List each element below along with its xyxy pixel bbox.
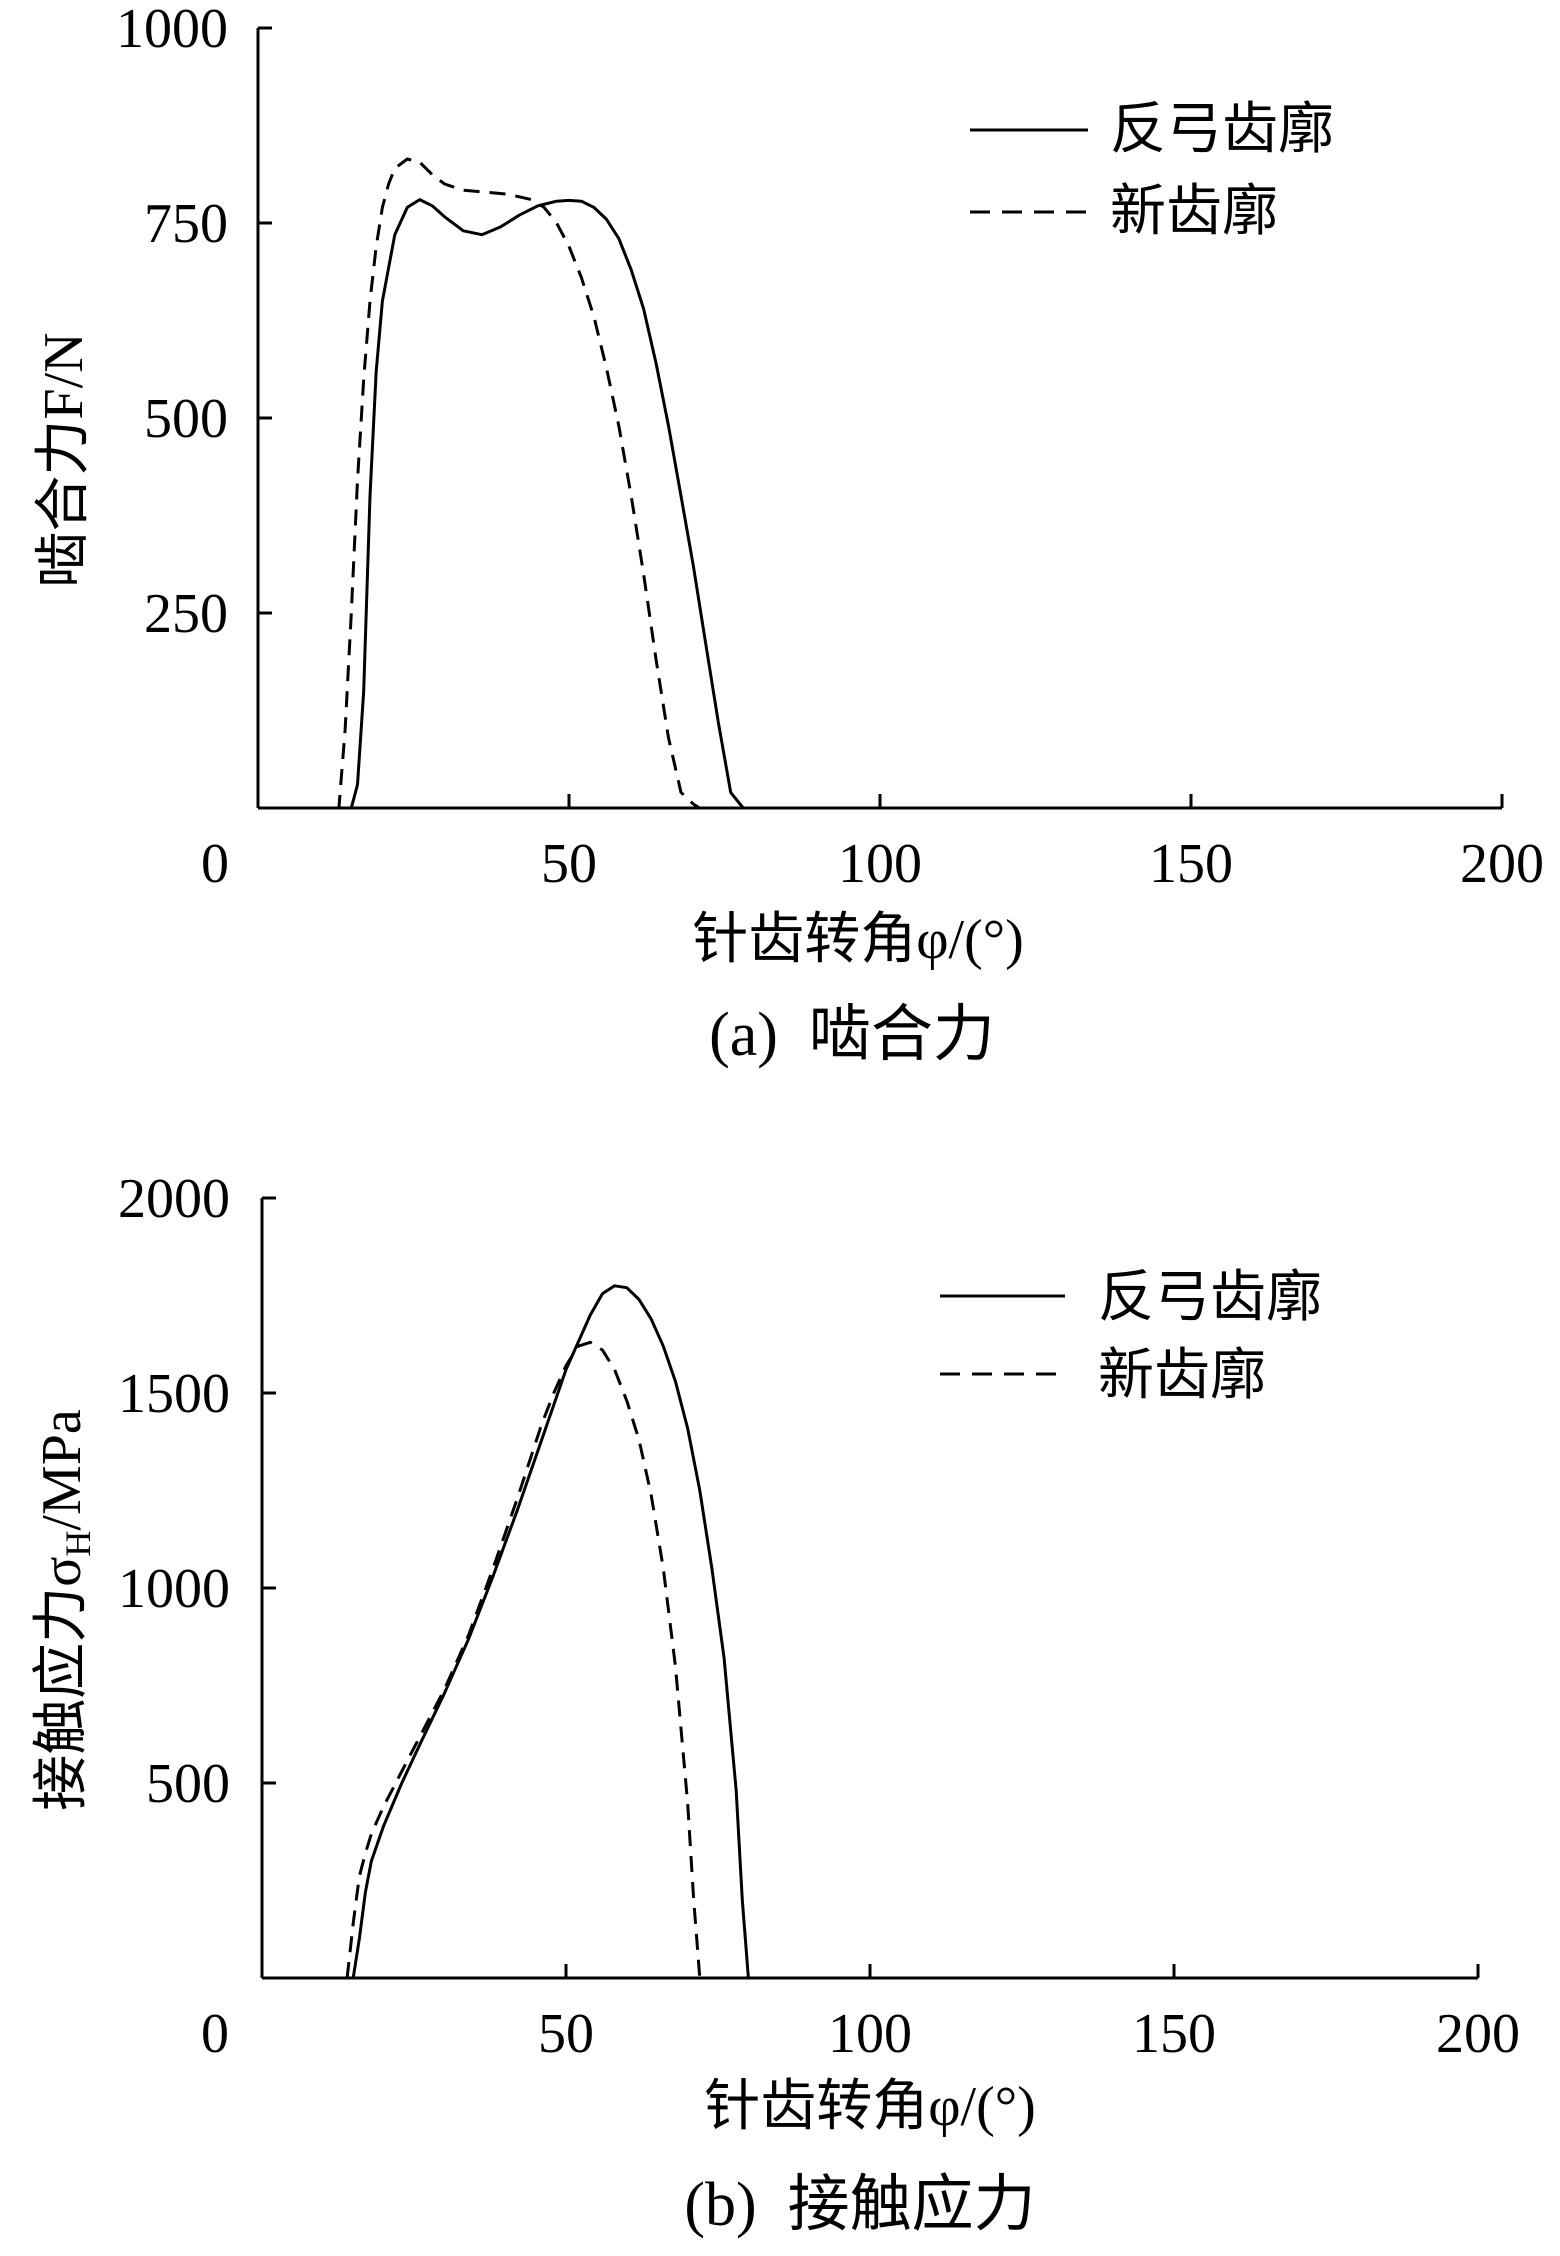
y-tick-label: 1000 (116, 0, 228, 60)
chart-meshing-force: 0 50 100 150 200 250 500 750 1000 反弓齿廓 新齿廓 针齿转角… (33, 0, 1544, 1069)
series-line-reverse-arc-profile (349, 198, 1378, 810)
y-tick-label: 1000 (118, 1558, 230, 1620)
legend-label-new-profile: 新齿廓 (1098, 1345, 1266, 1407)
x-ticks: 0 50 100 150 200 (201, 794, 1544, 895)
y-tick-label: 2000 (118, 1168, 230, 1230)
x-axis-label: 针齿转角φ/(°) (704, 2076, 1036, 2138)
y-tick-label: 500 (144, 388, 228, 450)
x-tick-label: 0 (201, 2003, 229, 2065)
x-tick-label: 200 (1460, 833, 1544, 895)
y-ticks: 250 500 750 1000 (116, 0, 272, 645)
x-tick-label: 200 (1436, 2003, 1520, 2065)
x-tick-label: 50 (541, 833, 597, 895)
chart-caption: (b) 接触应力 (684, 2171, 1035, 2239)
y-axis-label-unit: /MPa (31, 1409, 93, 1530)
x-tick-label: 100 (828, 2003, 912, 2065)
y-axis-label-subscript: H (58, 1531, 98, 1557)
x-tick-label: 150 (1132, 2003, 1216, 2065)
series-line-new-profile (345, 1340, 1357, 1980)
x-tick-label: 100 (838, 833, 922, 895)
series-lines (262, 1284, 1357, 1980)
y-tick-label: 750 (144, 193, 228, 255)
x-axis-label: 针齿转角φ/(°) (692, 909, 1024, 971)
x-tick-label: 50 (538, 2003, 594, 2065)
x-tick-label: 0 (201, 833, 229, 895)
chart-contact-stress: 0 50 100 150 200 500 1000 1500 2000 反弓齿廓 新齿廓 针齿… (31, 1168, 1520, 2239)
y-tick-label: 250 (144, 583, 228, 645)
y-ticks: 500 1000 1500 2000 (118, 1168, 276, 1815)
legend: 反弓齿廓 新齿廓 (970, 99, 1334, 243)
y-tick-label: 500 (146, 1753, 230, 1815)
legend-label-reverse-arc-profile: 反弓齿廓 (1098, 1267, 1322, 1329)
y-tick-label: 1500 (118, 1363, 230, 1425)
y-axis-label: 啮合力F/N (33, 332, 95, 587)
y-axis-label: 接触应力σH/MPa (31, 1409, 98, 1811)
series-line-reverse-arc-profile (262, 1284, 1357, 1980)
legend: 反弓齿廓 新齿廓 (940, 1267, 1322, 1407)
legend-label-new-profile: 新齿廓 (1110, 181, 1278, 243)
chart-caption: (a) 啮合力 (709, 1001, 995, 1069)
series-lines (258, 157, 1378, 810)
x-tick-label: 150 (1149, 833, 1233, 895)
x-ticks: 0 50 100 150 200 (201, 1964, 1520, 2065)
legend-label-reverse-arc-profile: 反弓齿廓 (1110, 99, 1334, 161)
y-axis-label-main: 接触应力σ (31, 1557, 93, 1811)
series-line-new-profile (258, 157, 1378, 810)
